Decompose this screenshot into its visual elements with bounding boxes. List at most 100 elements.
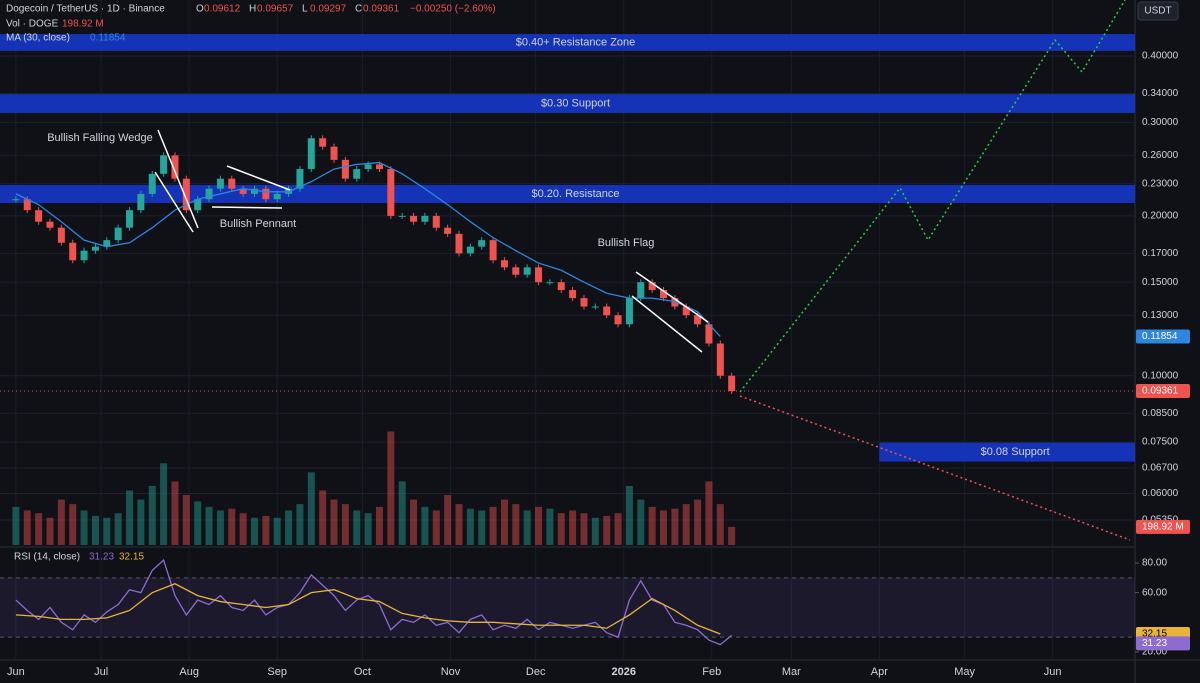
x-tick-label: Feb (702, 666, 721, 678)
x-tick-label: Oct (354, 666, 371, 678)
zone-label: $0.30 Support (541, 97, 610, 109)
candle-body (250, 188, 258, 194)
volume-bar (500, 499, 508, 545)
ohlc-value: 0.09297 (310, 4, 347, 15)
currency-button[interactable] (1137, 1, 1179, 21)
candle-body (23, 199, 31, 211)
volume-bar (557, 513, 565, 545)
ma-line (15, 161, 721, 337)
candle-body (671, 298, 679, 307)
volume-bar (660, 510, 668, 545)
x-tick-label: Jun (7, 666, 25, 678)
x-tick-label: Dec (526, 666, 546, 678)
candle-body (364, 164, 372, 170)
volume-bar (69, 504, 77, 545)
candle-body (387, 169, 395, 216)
zone-label: $0.40+ Resistance Zone (516, 36, 636, 48)
volume-bar (228, 508, 236, 545)
volume-bar (296, 504, 304, 545)
volume-bar (705, 481, 713, 545)
annotation: Bullish Falling Wedge (47, 132, 153, 144)
candle-body (91, 246, 99, 251)
candle-body (341, 159, 349, 179)
wedge-line (154, 171, 194, 233)
currency[interactable]: USDT (1144, 6, 1171, 17)
y-tick-label: 0.23000 (1142, 178, 1179, 189)
volume-bar (353, 510, 361, 545)
volume-bar (591, 517, 599, 545)
flag-line (635, 271, 709, 323)
volume-bar (46, 517, 54, 545)
candle-body (296, 169, 304, 189)
volume-bar (285, 510, 293, 545)
ohlc-key: H (249, 4, 256, 15)
candle-body (160, 155, 168, 174)
volume-bar (194, 501, 202, 545)
price-tag-label: 198.92 M (1142, 522, 1184, 533)
volume-bar (716, 504, 724, 545)
volume-bar (466, 508, 474, 545)
rsi-value: 31.23 (89, 552, 114, 563)
change: −0.00250 (−2.60%) (410, 4, 496, 15)
price-tag-label: 0.09361 (1142, 386, 1179, 397)
rsi-tick-label: 80.00 (1142, 558, 1167, 569)
projections (739, 0, 1131, 541)
y-tick-label: 0.17000 (1142, 248, 1179, 259)
candle-body (114, 227, 122, 241)
volume-bar (682, 504, 690, 545)
y-tick-label: 0.34000 (1142, 88, 1179, 99)
candle-body (682, 306, 690, 316)
candle-body (728, 375, 736, 391)
candle-body (182, 178, 190, 211)
candle-body (126, 210, 134, 228)
x-tick-label: Mar (782, 666, 801, 678)
zone (0, 94, 1135, 113)
price-tag-label: 32.15 (1142, 629, 1167, 640)
candle-body (660, 290, 668, 299)
x-tick-label: Jul (94, 666, 108, 678)
candle-body (262, 188, 270, 200)
candle-body (466, 246, 474, 254)
rsi-tick-label: 60.00 (1142, 587, 1167, 598)
volume-bar (648, 506, 656, 545)
x-tick-label: Nov (441, 666, 461, 678)
candle-body (398, 215, 406, 217)
volume-bar (375, 506, 383, 545)
price-tag-label: 31.23 (1142, 638, 1167, 649)
volume-bar (114, 513, 122, 545)
candle-body (216, 178, 224, 189)
x-tick-label: Jun (1044, 666, 1062, 678)
candle-body (80, 250, 88, 261)
zone (879, 442, 1135, 462)
ohlc-value: 0.09612 (204, 4, 241, 15)
pattern-lines (154, 129, 709, 353)
volume-bar (694, 499, 702, 545)
candle-body (69, 242, 77, 261)
price-tag (1136, 636, 1190, 651)
volume-bar (637, 499, 645, 545)
volume-bar (671, 508, 679, 545)
volume-title: Vol · DOGE (6, 19, 59, 30)
volume-bar (80, 510, 88, 545)
volume-bar (489, 506, 497, 545)
volume-bar (330, 499, 338, 545)
volume-bar (512, 504, 520, 545)
candle-body (194, 199, 202, 211)
rsi-ma-value: 32.15 (119, 552, 144, 563)
candle-body (319, 138, 327, 147)
price-tag (1136, 519, 1190, 534)
volume-bar (160, 463, 168, 545)
candle-body (591, 306, 599, 308)
y-tick-label: 0.07500 (1142, 437, 1179, 448)
volume-bar (546, 508, 554, 545)
volume-bar (91, 515, 99, 545)
x-tick-label: 2026 (611, 666, 635, 678)
y-tick-label: 0.20000 (1142, 211, 1179, 222)
volume-bar (148, 485, 156, 545)
candle-body (512, 267, 520, 275)
price-tag (1136, 383, 1190, 398)
volume-bar (410, 499, 418, 545)
volume-bar (444, 495, 452, 545)
